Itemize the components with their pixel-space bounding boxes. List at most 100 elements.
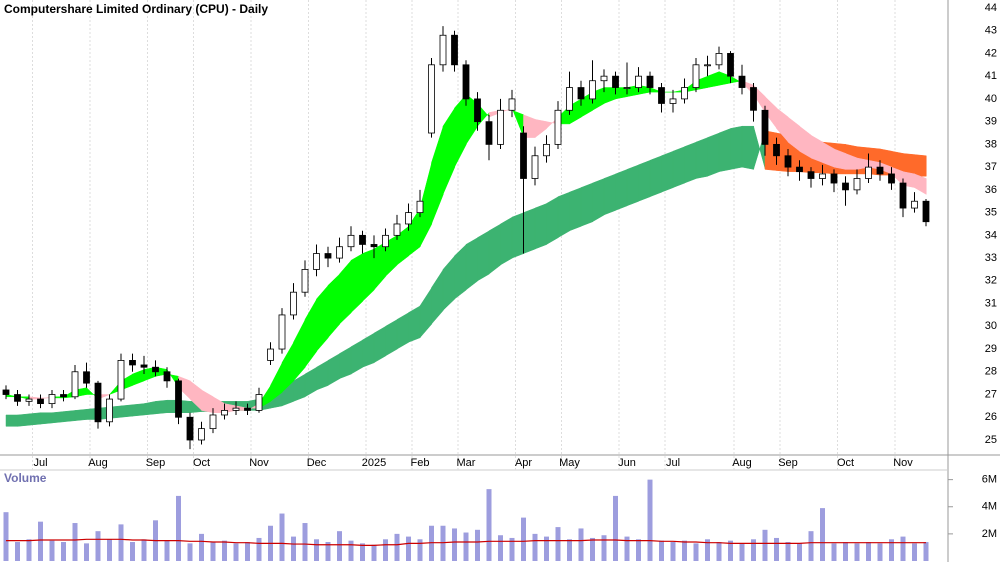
candle-body: [750, 87, 757, 111]
y-tick-label: 44: [985, 2, 997, 14]
volume-bar: [3, 512, 9, 561]
candle-body: [198, 428, 205, 441]
volume-bar: [498, 535, 503, 561]
volume-bar: [371, 544, 377, 561]
volume-bar: [199, 533, 204, 561]
volume-bar: [601, 535, 607, 561]
candle-body: [784, 155, 792, 168]
ribbon-segment: [580, 182, 594, 227]
volume-bar: [210, 542, 216, 561]
candle-body: [520, 132, 527, 179]
y-tick-label: 27: [985, 388, 997, 400]
y-tick-label: 43: [985, 25, 997, 37]
candle-body: [428, 64, 435, 134]
volume-bar: [417, 539, 423, 561]
volume-bar: [912, 543, 917, 561]
candle-body: [370, 244, 378, 248]
volume-bar: [521, 517, 526, 561]
volume-bar: [509, 537, 515, 561]
volume-bar: [337, 531, 342, 561]
volume-bar: [877, 543, 883, 561]
candle-body: [232, 407, 240, 411]
volume-bar: [26, 539, 32, 561]
candle-body: [761, 109, 769, 145]
ribbon-segment: [684, 141, 697, 184]
volume-bar: [647, 479, 653, 561]
y-tick-label: 2M: [982, 528, 997, 540]
ribbon-segment: [557, 191, 571, 239]
volume-bar: [325, 542, 331, 561]
candle-body: [347, 234, 355, 248]
candle-body: [163, 371, 171, 382]
candle-body: [14, 394, 21, 402]
candle-body: [888, 173, 895, 184]
ribbon-segment: [17, 413, 30, 427]
candle-body: [324, 253, 332, 259]
candle-body: [117, 360, 125, 400]
candle-body: [301, 269, 309, 293]
x-tick-label: Sep: [778, 457, 798, 469]
volume-bar: [440, 525, 446, 561]
volume-bar: [383, 539, 388, 561]
volume-bar: [141, 539, 147, 561]
y-tick-label: 41: [985, 70, 997, 82]
ribbon-segment: [51, 411, 65, 424]
volume-bar: [429, 525, 434, 561]
y-tick-label: 42: [985, 47, 997, 59]
volume-bar: [636, 539, 641, 561]
volume-bar: [118, 524, 124, 561]
candle-body: [37, 398, 44, 405]
y-tick-label: 25: [985, 434, 997, 446]
candle-body: [278, 314, 286, 350]
candle-body: [876, 166, 884, 175]
y-tick-label: 36: [985, 184, 997, 196]
ribbon-segment: [120, 404, 134, 418]
y-tick-label: 31: [985, 297, 997, 309]
volume-bar: [820, 508, 825, 561]
candle-body: [865, 166, 872, 179]
candle-body: [681, 87, 688, 100]
y-tick-label: 34: [985, 229, 997, 241]
volume-bar: [739, 543, 745, 561]
candle-body: [405, 212, 412, 225]
candle-body: [819, 173, 826, 179]
volume-bar: [532, 533, 538, 561]
volume-bar: [831, 543, 837, 561]
candle-body: [474, 98, 481, 123]
ribbon-segment: [592, 178, 605, 223]
candle-body: [715, 53, 723, 66]
ribbon-segment: [718, 128, 732, 172]
volume-bar: [475, 529, 480, 561]
candle-body: [485, 121, 493, 145]
ribbon-segment: [454, 93, 467, 168]
volume-bar: [314, 539, 319, 561]
ribbon-segment: [74, 409, 88, 421]
candle-body: [129, 360, 136, 366]
candle-body: [704, 64, 711, 67]
y-tick-label: 26: [985, 411, 997, 423]
x-tick-label: Nov: [893, 457, 913, 469]
ribbon-segment: [626, 164, 640, 207]
candle-body: [140, 364, 148, 368]
volume-bar: [728, 540, 733, 561]
candle-body: [255, 394, 263, 411]
ribbon-segment: [569, 187, 582, 232]
x-tick-label: Apr: [515, 457, 532, 469]
candle-body: [807, 171, 815, 179]
volume-bar: [348, 540, 354, 561]
ribbon-segment: [661, 150, 674, 193]
candle-body: [186, 416, 194, 441]
candle-body: [911, 200, 918, 209]
candle-body: [313, 253, 320, 270]
x-tick-label: Nov: [249, 457, 269, 469]
x-tick-label: Oct: [193, 457, 210, 469]
volume-bar: [578, 528, 584, 561]
candle-body: [635, 75, 642, 88]
candle-body: [577, 87, 585, 100]
candle-body: [531, 155, 539, 179]
volume-bar: [624, 536, 630, 561]
ribbon-segment: [603, 173, 617, 216]
ribbon-segment: [408, 207, 421, 257]
